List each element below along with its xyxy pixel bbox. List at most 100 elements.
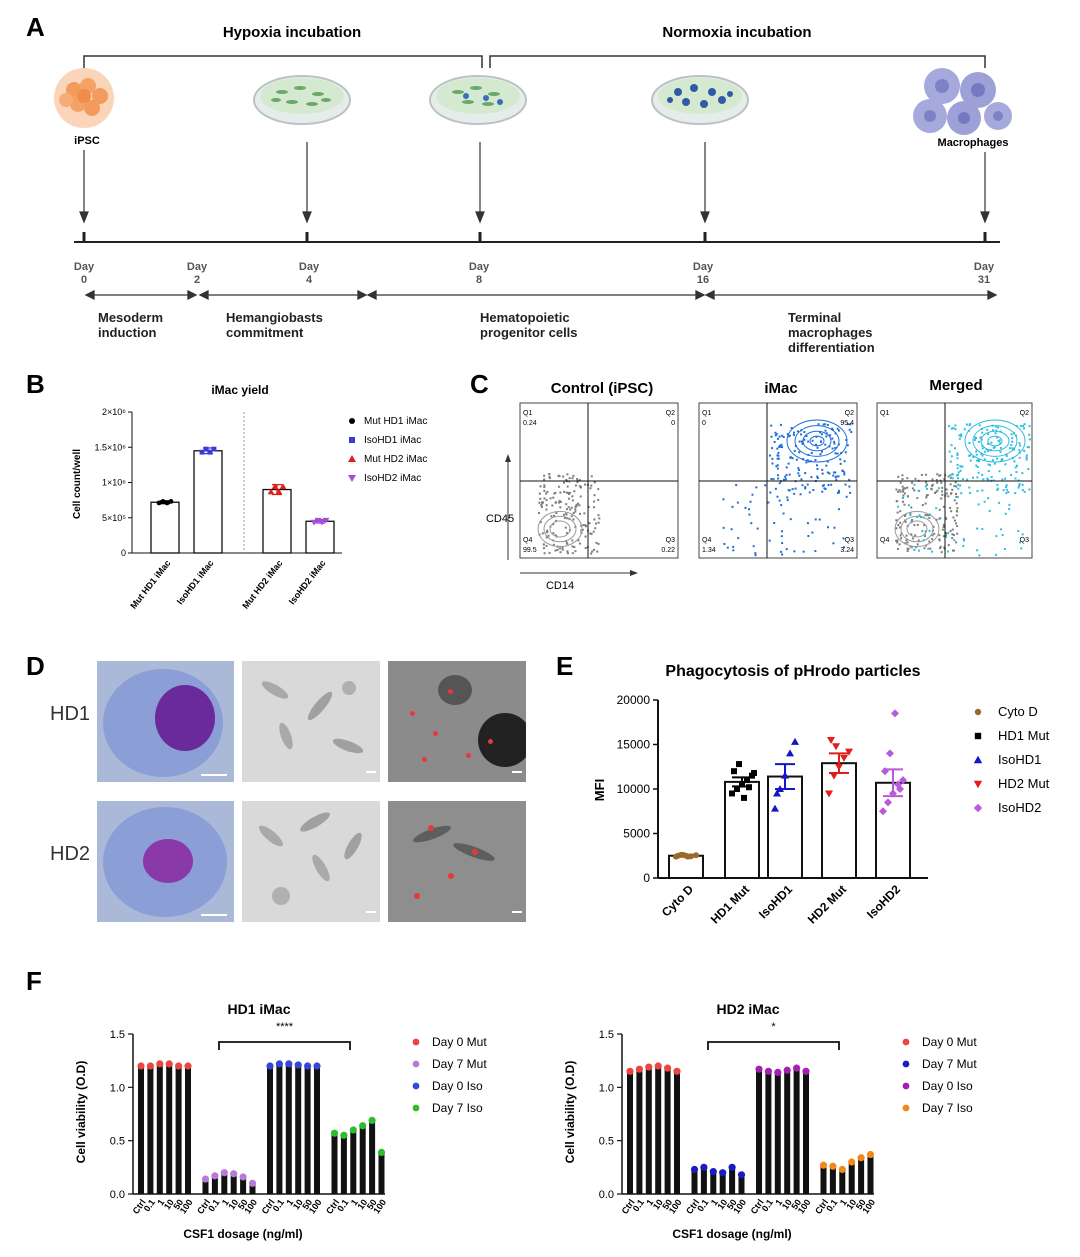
flow-event bbox=[994, 432, 997, 435]
chart-f-xtick-label: 0.1 bbox=[206, 1197, 221, 1213]
chart-f-bar bbox=[276, 1063, 283, 1194]
flow-event bbox=[951, 477, 954, 480]
chart-f-title: HD1 iMac bbox=[227, 1001, 290, 1017]
flow-event bbox=[1017, 479, 1020, 482]
flow-event bbox=[1021, 533, 1024, 536]
flow-event bbox=[954, 519, 957, 522]
flow-event bbox=[956, 507, 959, 510]
chart-f-bar bbox=[267, 1066, 273, 1194]
flow-event bbox=[754, 552, 757, 555]
flow-event bbox=[921, 504, 924, 507]
chart-e-point bbox=[832, 743, 840, 751]
chart-f-xtick-label: 0.1 bbox=[271, 1197, 286, 1213]
flow-event bbox=[1004, 477, 1007, 480]
flow-event bbox=[584, 546, 587, 549]
chart-e-point bbox=[773, 789, 781, 797]
chart-f-bar bbox=[655, 1066, 662, 1194]
chart-b-ytick-label: 1.5×10⁶ bbox=[95, 442, 127, 452]
flow-event bbox=[1028, 425, 1031, 428]
chart-e-ytick-label: 10000 bbox=[617, 782, 651, 796]
flow-event bbox=[923, 524, 926, 527]
flow-event bbox=[574, 508, 577, 511]
flow-event bbox=[934, 491, 937, 494]
flow-event bbox=[543, 497, 546, 500]
flow-event bbox=[791, 457, 794, 460]
chart-e-point bbox=[741, 794, 747, 801]
flow-event bbox=[918, 549, 921, 552]
flow-event bbox=[576, 480, 579, 483]
chart-f-bar bbox=[175, 1066, 182, 1194]
flow-event bbox=[925, 481, 928, 484]
chart-f-point bbox=[783, 1066, 791, 1074]
flow-event bbox=[1002, 489, 1005, 492]
chart-f-point bbox=[156, 1060, 164, 1068]
micrograph-hd1-giemsa bbox=[97, 661, 234, 782]
flow-event bbox=[1016, 464, 1019, 467]
flow-event bbox=[576, 478, 579, 481]
flow-event bbox=[842, 537, 845, 540]
flow-event bbox=[943, 477, 946, 480]
chart-f-point bbox=[774, 1068, 782, 1076]
chart-f-xtick-label: 50 bbox=[725, 1197, 739, 1211]
flow-event bbox=[771, 462, 774, 465]
chart-e-legend-label: Cyto D bbox=[998, 704, 1038, 719]
flow-event bbox=[1007, 491, 1010, 494]
flow-event bbox=[951, 473, 954, 476]
chart-f-bar bbox=[765, 1071, 772, 1194]
flow-event bbox=[751, 493, 754, 496]
flow-event bbox=[914, 546, 917, 549]
flow-event bbox=[771, 457, 774, 460]
chart-f-bar bbox=[784, 1070, 791, 1194]
flow-event bbox=[1019, 541, 1022, 544]
flow-event bbox=[995, 535, 998, 538]
flow-event bbox=[793, 550, 796, 553]
flow-event bbox=[587, 505, 590, 508]
flow-event bbox=[1025, 458, 1028, 461]
chart-f-bar bbox=[710, 1171, 717, 1194]
flow-event bbox=[958, 434, 961, 437]
chart-f-point bbox=[829, 1162, 837, 1170]
flow-event bbox=[820, 440, 823, 443]
flow-event bbox=[945, 488, 948, 491]
chart-f-bar bbox=[664, 1068, 671, 1194]
flow-event bbox=[737, 537, 740, 540]
flow-event bbox=[997, 426, 1000, 429]
chart-b-point bbox=[314, 517, 322, 524]
flow-contour bbox=[894, 510, 940, 548]
chart-e-bar bbox=[668, 854, 704, 879]
flow-event bbox=[896, 500, 899, 503]
flow-event bbox=[952, 534, 955, 537]
chart-f-bar bbox=[627, 1071, 633, 1194]
flow-event bbox=[959, 484, 962, 487]
flow-event bbox=[833, 526, 836, 529]
flow-event bbox=[810, 451, 813, 454]
flow-event bbox=[569, 508, 572, 511]
flow-event bbox=[956, 495, 959, 498]
flow-event bbox=[1027, 468, 1030, 471]
flow-event bbox=[834, 476, 837, 479]
flow-event bbox=[549, 497, 552, 500]
flow-event bbox=[552, 496, 555, 499]
flow-event bbox=[565, 503, 568, 506]
chart-f-xtick-label: 50 bbox=[236, 1197, 250, 1211]
flow-event bbox=[909, 545, 912, 548]
flow-event bbox=[993, 462, 996, 465]
chart-e-xtick-label: IsoHD1 bbox=[756, 882, 795, 921]
flow-quadrant-value: 3.24 bbox=[840, 547, 854, 554]
flow-event bbox=[573, 546, 576, 549]
chart-e-point bbox=[830, 772, 838, 780]
flow-event bbox=[816, 446, 819, 449]
flow-event bbox=[798, 451, 801, 454]
chart-f-ylabel: Cell viability (O.D) bbox=[563, 1061, 577, 1164]
flow-event bbox=[843, 471, 846, 474]
flow-event bbox=[788, 473, 791, 476]
chart-f-xtick-label: 10 bbox=[355, 1197, 369, 1211]
flow-event bbox=[831, 427, 834, 430]
flow-event bbox=[556, 548, 559, 551]
flow-event bbox=[956, 473, 959, 476]
flow-event bbox=[573, 490, 576, 493]
chart-f-xtick-label: 1 bbox=[838, 1197, 849, 1207]
flow-event bbox=[896, 541, 899, 544]
flow-event bbox=[567, 491, 570, 494]
chart-f-significance: * bbox=[771, 1021, 776, 1033]
